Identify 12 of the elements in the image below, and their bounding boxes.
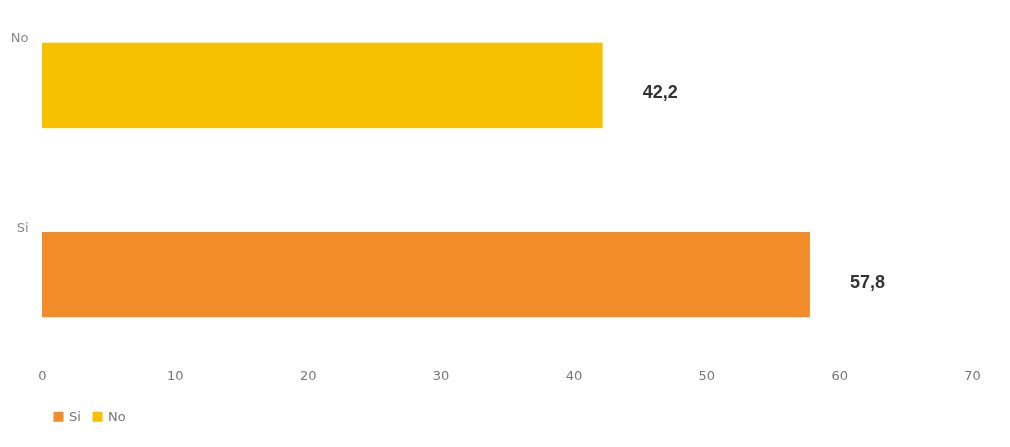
x-tick-label: 30 — [432, 367, 450, 383]
legend-label: No — [108, 408, 126, 424]
x-tick-label: 50 — [698, 367, 716, 383]
x-tick-label: 60 — [831, 367, 848, 383]
x-tick-label: 40 — [565, 367, 583, 383]
x-tick-label: 20 — [299, 367, 317, 383]
data-label: 57,8 — [849, 271, 885, 292]
legend-label: Si — [69, 408, 81, 424]
x-tick-label: 0 — [38, 367, 47, 383]
data-label: 42,2 — [642, 82, 678, 103]
x-tick-label: 10 — [167, 367, 184, 383]
x-tick-label: 70 — [964, 367, 981, 383]
